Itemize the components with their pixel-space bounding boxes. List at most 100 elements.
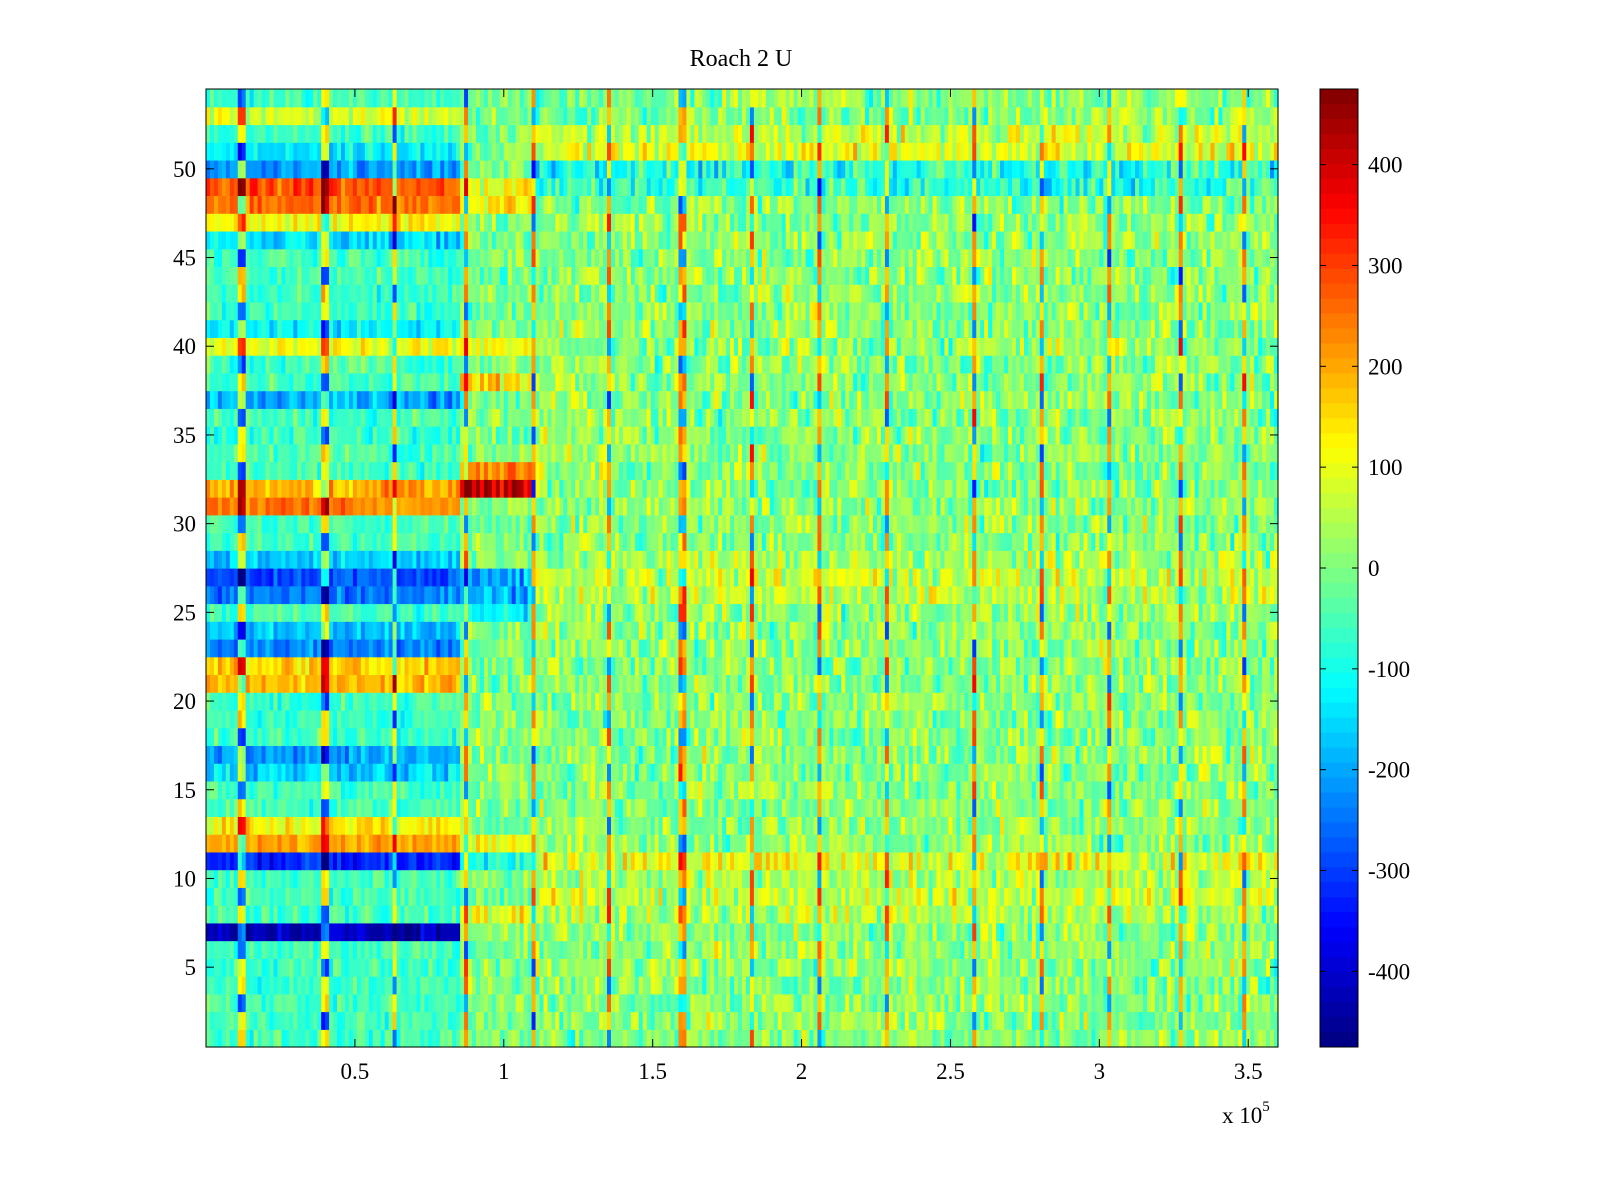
heatmap-cell	[344, 958, 350, 977]
heatmap-cell	[825, 976, 830, 995]
heatmap-cell	[376, 869, 382, 888]
heatmap-cell	[428, 922, 433, 942]
heatmap-cell	[1087, 851, 1092, 871]
heatmap-cell	[392, 922, 398, 942]
heatmap-cell	[1158, 745, 1164, 764]
heatmap-cell	[1107, 976, 1112, 995]
heatmap-cell	[428, 816, 433, 835]
heatmap-cell	[468, 976, 473, 995]
heatmap-cell	[400, 816, 406, 835]
heatmap-cell	[1194, 887, 1200, 906]
heatmap-cell	[745, 869, 751, 888]
heatmap-cell	[614, 869, 620, 888]
heatmap-cell	[1226, 798, 1231, 817]
heatmap-cell	[1011, 940, 1017, 959]
heatmap-cell	[821, 763, 826, 782]
heatmap-cell	[384, 940, 390, 959]
heatmap-cell	[1019, 869, 1025, 888]
heatmap-cell	[384, 727, 390, 747]
heatmap-cell	[841, 869, 846, 888]
heatmap-cell	[1234, 958, 1239, 977]
heatmap-cell	[714, 1029, 719, 1048]
heatmap-cell	[944, 958, 950, 977]
heatmap-cell	[992, 887, 997, 906]
heatmap-cell	[1095, 1011, 1100, 1030]
heatmap-cell	[678, 922, 684, 942]
heatmap-cell	[277, 887, 283, 906]
heatmap-cell	[595, 763, 600, 782]
heatmap-cell	[1131, 1029, 1136, 1048]
heatmap-cell	[416, 887, 421, 906]
heatmap-cell	[936, 1011, 942, 1030]
heatmap-cell	[424, 922, 429, 942]
heatmap-cell	[726, 958, 731, 977]
heatmap-cell	[301, 1011, 306, 1030]
heatmap-cell	[221, 780, 227, 800]
heatmap-cell	[642, 869, 648, 888]
heatmap-cell	[674, 780, 680, 800]
heatmap-cell	[408, 905, 414, 924]
heatmap-cell	[1039, 816, 1045, 835]
heatmap-cell	[1043, 851, 1049, 871]
heatmap-cell	[1274, 1011, 1279, 1030]
heatmap-cell	[479, 976, 485, 995]
heatmap-cell	[876, 780, 882, 800]
heatmap-cell	[769, 798, 775, 817]
heatmap-cell	[209, 745, 215, 764]
heatmap-cell	[1011, 958, 1017, 977]
heatmap-cell	[591, 958, 596, 977]
heatmap-cell	[273, 905, 279, 924]
heatmap-cell	[1218, 940, 1224, 959]
heatmap-cell	[1135, 798, 1140, 817]
heatmap-cell	[1150, 1029, 1156, 1048]
heatmap-cell	[329, 1029, 334, 1048]
heatmap-cell	[880, 834, 886, 853]
heatmap-cell	[1091, 798, 1096, 817]
heatmap-cell	[237, 905, 243, 924]
heatmap-cell	[229, 922, 235, 942]
heatmap-cell	[630, 780, 636, 800]
heatmap-cell	[305, 851, 310, 871]
heatmap-cell	[551, 727, 556, 747]
heatmap-cell	[702, 1011, 707, 1030]
heatmap-cell	[726, 1029, 731, 1048]
heatmap-cell	[1162, 940, 1168, 959]
heatmap-cell	[757, 727, 763, 747]
heatmap-cell	[662, 940, 668, 959]
heatmap-cell	[757, 993, 763, 1013]
heatmap-cell	[869, 922, 874, 942]
heatmap-cell	[329, 780, 334, 800]
heatmap-cell	[380, 940, 386, 959]
heatmap-cell	[900, 763, 906, 782]
heatmap-cell	[1079, 851, 1085, 871]
heatmap-cell	[416, 709, 421, 729]
heatmap-cell	[1170, 869, 1176, 888]
heatmap-cell	[392, 993, 398, 1013]
heatmap-cell	[507, 709, 513, 729]
heatmap-cell	[884, 798, 890, 817]
heatmap-cell	[932, 1011, 938, 1030]
heatmap-cell	[1198, 993, 1204, 1013]
heatmap-cell	[392, 887, 398, 906]
heatmap-cell	[1242, 798, 1247, 817]
heatmap-cell	[1000, 993, 1005, 1013]
heatmap-cell	[571, 727, 576, 747]
heatmap-cell	[309, 1011, 314, 1030]
heatmap-cell	[1230, 869, 1235, 888]
heatmap-cell	[313, 976, 318, 995]
heatmap-cell	[1214, 887, 1220, 906]
heatmap-cell	[944, 1029, 950, 1048]
heatmap-cell	[682, 976, 688, 995]
heatmap-cell	[277, 958, 283, 977]
chart-title: Roach 2 U	[690, 46, 793, 72]
heatmap-cell	[706, 727, 711, 747]
heatmap-cell	[483, 816, 489, 835]
heatmap-cell	[559, 1029, 564, 1048]
heatmap-cell	[888, 745, 894, 764]
heatmap-cell	[511, 922, 517, 942]
heatmap-cell	[1254, 816, 1259, 835]
heatmap-cell	[1190, 887, 1196, 906]
heatmap-cell	[583, 993, 588, 1013]
heatmap-cell	[376, 780, 382, 800]
heatmap-cell	[372, 745, 378, 764]
